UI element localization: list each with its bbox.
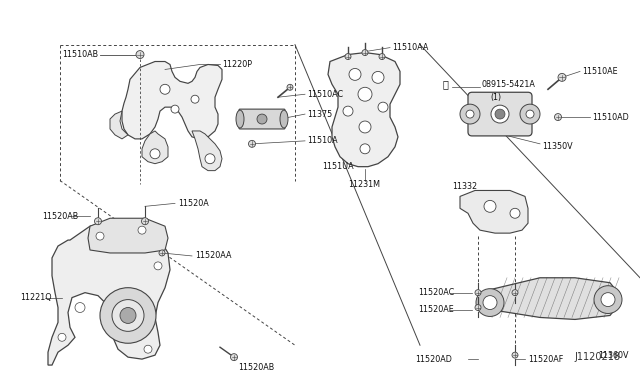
Circle shape (601, 293, 615, 307)
Ellipse shape (280, 110, 288, 128)
Circle shape (248, 140, 255, 147)
Text: 11520AA: 11520AA (195, 251, 232, 260)
Circle shape (100, 288, 156, 343)
Circle shape (379, 54, 385, 60)
Polygon shape (88, 218, 168, 253)
Circle shape (287, 84, 293, 90)
Polygon shape (142, 131, 168, 164)
Circle shape (520, 104, 540, 124)
Circle shape (349, 68, 361, 80)
Polygon shape (192, 131, 222, 171)
Text: 11510A: 11510A (307, 137, 338, 145)
Circle shape (112, 299, 144, 331)
Polygon shape (48, 220, 170, 365)
Circle shape (96, 232, 104, 240)
Circle shape (191, 95, 199, 103)
Text: 11510AD: 11510AD (592, 113, 628, 122)
Circle shape (360, 144, 370, 154)
Circle shape (120, 308, 136, 323)
Text: 11221Q: 11221Q (20, 293, 52, 302)
Circle shape (476, 289, 504, 317)
Text: 11520AE: 11520AE (418, 305, 454, 314)
Circle shape (205, 154, 215, 164)
Circle shape (141, 218, 148, 225)
Text: 11360V: 11360V (598, 351, 628, 360)
Circle shape (257, 114, 267, 124)
Circle shape (512, 352, 518, 358)
Circle shape (150, 149, 160, 159)
Polygon shape (328, 52, 400, 167)
Text: 11510AC: 11510AC (307, 90, 343, 99)
Text: 11520A: 11520A (178, 199, 209, 208)
Circle shape (359, 121, 371, 133)
Polygon shape (460, 190, 528, 233)
Circle shape (144, 345, 152, 353)
Text: 11510AB: 11510AB (62, 50, 98, 59)
Text: 11520AB: 11520AB (42, 212, 78, 221)
FancyBboxPatch shape (239, 109, 285, 129)
Circle shape (345, 54, 351, 60)
Circle shape (491, 105, 509, 123)
Text: 11520AD: 11520AD (415, 355, 452, 363)
Circle shape (510, 208, 520, 218)
Circle shape (154, 262, 162, 270)
Text: 1151UA: 1151UA (322, 162, 354, 171)
Circle shape (362, 49, 368, 55)
Text: 11520AC: 11520AC (418, 288, 454, 297)
FancyBboxPatch shape (468, 92, 532, 136)
Circle shape (159, 250, 165, 256)
Circle shape (554, 113, 561, 121)
Circle shape (484, 201, 496, 212)
Text: Ⓣ: Ⓣ (443, 79, 449, 89)
Text: 11510AE: 11510AE (582, 67, 618, 76)
Text: 11350V: 11350V (542, 142, 573, 151)
Circle shape (466, 110, 474, 118)
Text: (1): (1) (490, 93, 501, 102)
Ellipse shape (236, 110, 244, 128)
Circle shape (58, 333, 66, 341)
Circle shape (526, 110, 534, 118)
Text: 11510AA: 11510AA (392, 43, 428, 52)
Circle shape (475, 305, 481, 311)
Circle shape (230, 354, 237, 360)
Circle shape (378, 102, 388, 112)
Circle shape (512, 290, 518, 296)
Circle shape (358, 87, 372, 101)
Circle shape (495, 109, 505, 119)
Circle shape (136, 51, 144, 58)
Text: 11375: 11375 (307, 110, 332, 119)
Circle shape (594, 286, 622, 314)
Circle shape (171, 105, 179, 113)
Circle shape (483, 296, 497, 310)
Text: 11520AB: 11520AB (238, 363, 275, 372)
Circle shape (343, 106, 353, 116)
Circle shape (460, 104, 480, 124)
Circle shape (372, 71, 384, 83)
Circle shape (138, 226, 146, 234)
Polygon shape (122, 61, 222, 139)
Circle shape (75, 302, 85, 312)
Polygon shape (480, 278, 618, 320)
Text: J1120218: J1120218 (574, 352, 620, 362)
Circle shape (95, 218, 102, 225)
Polygon shape (110, 111, 128, 139)
Text: 11231M: 11231M (348, 180, 380, 189)
Text: 11332: 11332 (452, 182, 477, 191)
Circle shape (160, 84, 170, 94)
Text: 11520AF: 11520AF (528, 355, 563, 363)
Text: 11220P: 11220P (222, 60, 252, 69)
Text: 08915-5421A: 08915-5421A (482, 80, 536, 89)
Circle shape (558, 73, 566, 81)
Circle shape (475, 290, 481, 296)
